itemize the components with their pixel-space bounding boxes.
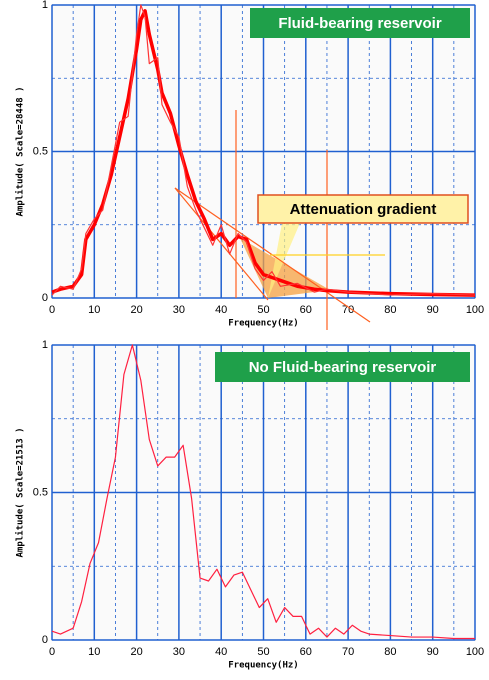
x-tick-label: 10 bbox=[88, 304, 100, 316]
y-tick-label: 0 bbox=[42, 292, 48, 304]
x-tick-label: 40 bbox=[215, 304, 227, 316]
data-line bbox=[51, 9, 476, 297]
x-tick-label: 100 bbox=[466, 646, 484, 658]
x-tick-label: 70 bbox=[342, 304, 354, 316]
y-axis-label: Amplitude( Scale=28448 ) bbox=[15, 86, 26, 216]
x-tick-label: 60 bbox=[300, 646, 312, 658]
data-line bbox=[51, 344, 475, 640]
guide-line bbox=[174, 187, 269, 301]
x-tick-label: 90 bbox=[427, 304, 439, 316]
y-tick-label: 0.5 bbox=[33, 145, 48, 157]
y-tick-label: 0.5 bbox=[33, 486, 48, 498]
annotation: Attenuation gradient bbox=[290, 201, 437, 218]
x-tick-label: 20 bbox=[130, 646, 142, 658]
x-tick-label: 70 bbox=[342, 646, 354, 658]
x-tick-label: 10 bbox=[88, 646, 100, 658]
data-line bbox=[51, 4, 476, 296]
attenuation-area bbox=[240, 238, 330, 298]
y-tick-label: 1 bbox=[42, 0, 48, 11]
annotation-box bbox=[215, 352, 470, 382]
annotation-box bbox=[257, 194, 469, 224]
x-tick-label: 50 bbox=[257, 304, 269, 316]
annotation: Fluid-bearing reservoir bbox=[278, 15, 442, 32]
x-axis-label: Frequency(Hz) bbox=[228, 661, 298, 671]
x-tick-label: 90 bbox=[427, 646, 439, 658]
x-axis-label: Frequency(Hz) bbox=[228, 319, 298, 329]
x-tick-label: 60 bbox=[300, 304, 312, 316]
x-tick-label: 30 bbox=[173, 646, 185, 658]
x-tick-label: 80 bbox=[384, 646, 396, 658]
annotation-box bbox=[250, 8, 470, 38]
x-tick-label: 0 bbox=[49, 304, 55, 316]
y-tick-label: 1 bbox=[42, 339, 48, 351]
y-tick-label: 0 bbox=[42, 634, 48, 646]
x-tick-label: 30 bbox=[173, 304, 185, 316]
charts: 0 10 20 30 40 50 60 70 80 90 10000.51Frequency(Hz)… bbox=[15, 0, 485, 671]
x-tick-label: 100 bbox=[466, 304, 484, 316]
x-tick-label: 40 bbox=[215, 646, 227, 658]
annotation: No Fluid-bearing reservoir bbox=[249, 359, 437, 376]
x-tick-label: 0 bbox=[49, 646, 55, 658]
x-tick-label: 20 bbox=[130, 304, 142, 316]
y-axis-label: Amplitude( Scale=21513 ) bbox=[15, 427, 26, 557]
x-tick-label: 50 bbox=[257, 646, 269, 658]
x-tick-label: 80 bbox=[384, 304, 396, 316]
